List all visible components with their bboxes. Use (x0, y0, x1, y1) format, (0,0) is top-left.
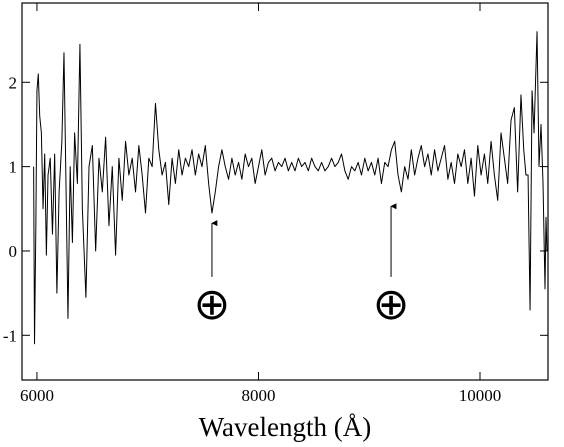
y-tick-label: -1 (3, 326, 17, 345)
spectrum-line (33, 31, 548, 345)
y-tick-label: 2 (9, 73, 18, 92)
y-tick-label: 1 (9, 158, 18, 177)
annotation-symbol: ⊕ (194, 280, 231, 329)
annotation-symbol: ⊕ (373, 280, 410, 329)
plot-frame (21, 2, 549, 381)
y-tick-label: 0 (9, 242, 18, 261)
x-tick-label: 10000 (459, 386, 502, 405)
x-tick-label: 8000 (241, 386, 275, 405)
x-tick-label: 6000 (20, 386, 54, 405)
x-axis-label: Wavelength (Å) (199, 412, 372, 442)
